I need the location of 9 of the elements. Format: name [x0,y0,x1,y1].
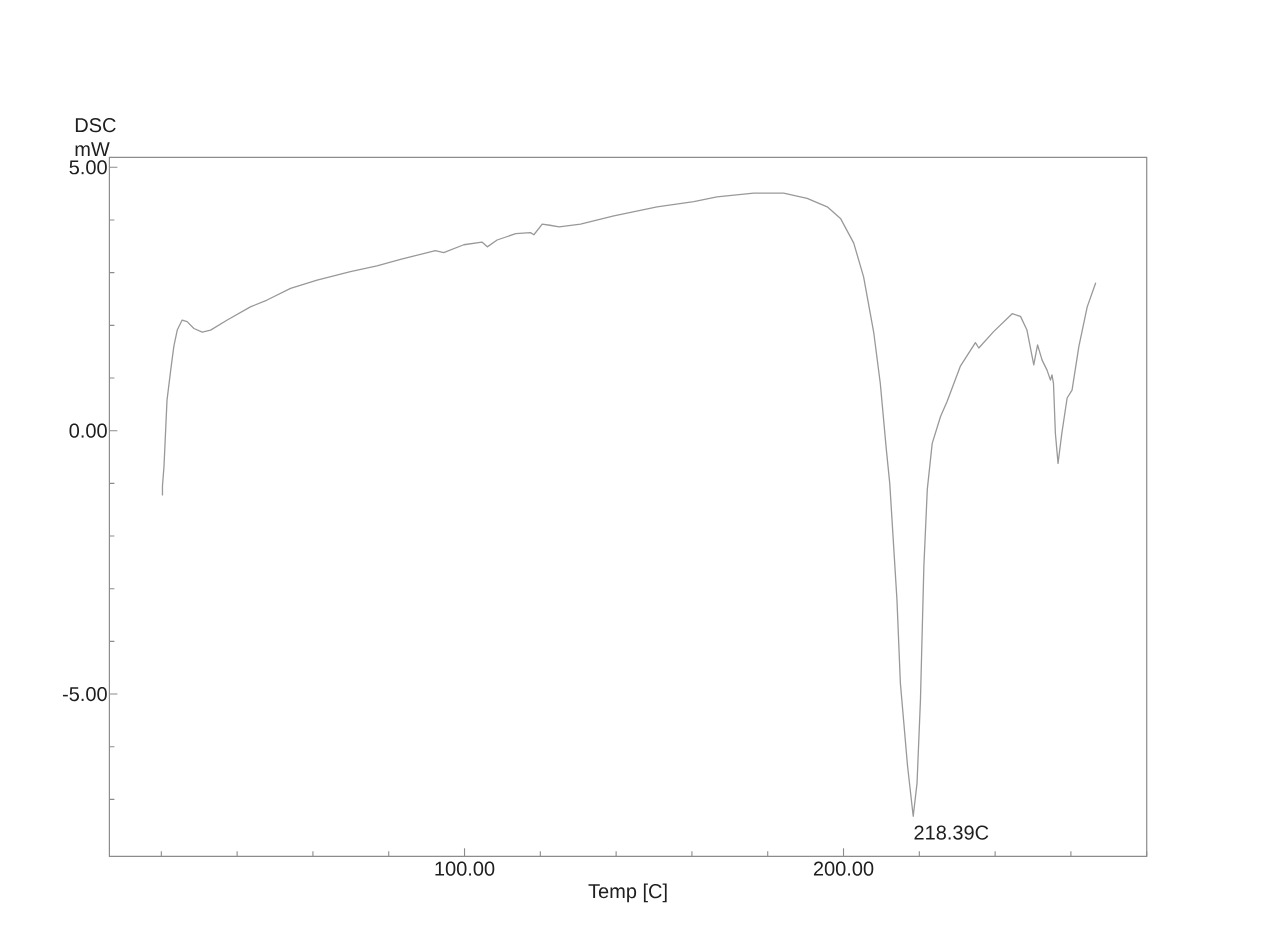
line-series [161,192,1097,817]
y-tick-label: -5.00 [62,686,107,702]
y-axis-title: DSC mW [75,118,116,157]
y-tick-label: 5.00 [69,160,107,175]
x-tick-label: 100.00 [435,861,495,876]
x-tick-label: 200.00 [813,861,874,876]
x-axis-title: Temp [C] [588,883,667,903]
y-tick-label: 0.00 [69,423,107,438]
annotation: 218.39C [914,825,989,840]
